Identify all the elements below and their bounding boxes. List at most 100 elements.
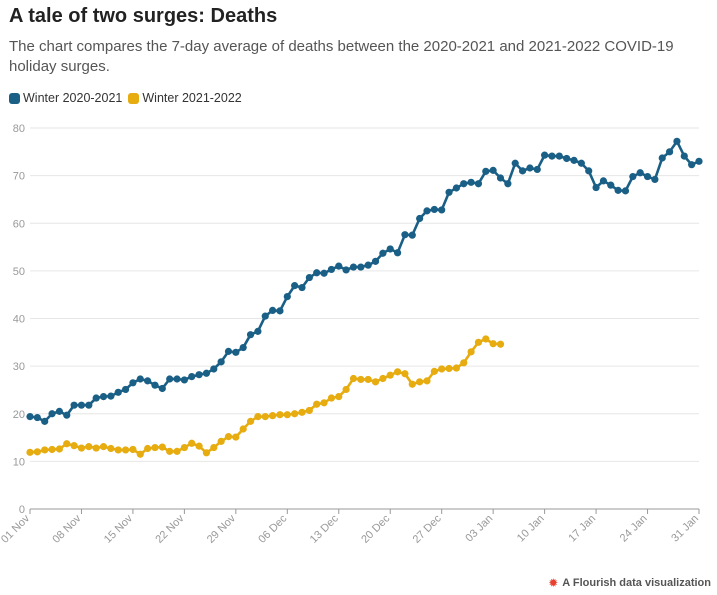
data-point-s0-8: [85, 401, 93, 409]
legend-swatch-winter-2021-2022: [128, 92, 140, 104]
data-point-s1-22: [188, 439, 196, 447]
data-point-s1-25: [210, 443, 218, 452]
y-tick-label-20: 20: [13, 409, 25, 421]
data-point-s1-29: [239, 425, 247, 433]
x-tick-label-24-jan: 24 Jan: [618, 513, 650, 545]
data-point-s1-7: [77, 444, 86, 452]
data-point-s1-23: [195, 442, 203, 450]
data-point-s0-53: [416, 214, 424, 223]
data-point-s1-2: [41, 446, 49, 454]
data-point-s1-9: [92, 444, 100, 452]
data-point-s1-33: [269, 412, 277, 420]
data-point-s1-47: [371, 378, 380, 386]
data-point-s1-55: [430, 367, 438, 375]
data-point-s0-10: [99, 393, 108, 401]
y-tick-label-30: 30: [13, 361, 25, 373]
data-point-s1-17: [151, 443, 159, 452]
data-point-s0-11: [107, 392, 115, 400]
data-point-s0-34: [276, 307, 284, 315]
data-point-s1-19: [166, 447, 174, 455]
flourish-credit[interactable]: ✹ A Flourish data visualization: [548, 576, 711, 590]
data-point-s0-59: [460, 180, 468, 188]
y-tick-label-50: 50: [13, 266, 25, 278]
x-tick-label-03-jan: 03 Jan: [463, 513, 495, 545]
credit-text: A Flourish data visualization: [562, 577, 711, 589]
data-point-s0-16: [144, 377, 152, 385]
data-point-s0-49: [386, 245, 394, 253]
data-point-s0-73: [563, 154, 571, 163]
data-point-s0-30: [246, 331, 255, 339]
x-tick-label-29-nov: 29 Nov: [205, 512, 238, 545]
data-point-s1-4: [55, 445, 64, 453]
data-point-s0-91: [695, 157, 703, 165]
legend-label-winter-2020-2021: Winter 2020-2021: [23, 91, 123, 105]
data-point-s0-9: [92, 394, 100, 402]
data-point-s0-14: [129, 379, 137, 387]
data-point-s1-5: [63, 440, 71, 448]
data-point-s0-39: [313, 269, 321, 277]
data-point-s1-36: [291, 410, 299, 418]
data-point-s0-89: [680, 152, 688, 160]
data-point-s1-15: [136, 450, 144, 458]
data-point-s0-63: [489, 166, 497, 174]
data-point-s1-61: [474, 338, 483, 346]
data-point-s0-68: [526, 164, 534, 172]
data-point-s0-23: [195, 371, 203, 379]
data-point-s1-1: [33, 448, 41, 456]
data-point-s1-28: [232, 433, 240, 441]
data-point-s0-27: [224, 347, 233, 355]
data-point-s0-42: [335, 262, 343, 270]
data-point-s0-36: [291, 282, 299, 290]
x-tick-label-06-dec: 06 Dec: [256, 512, 289, 545]
data-point-s1-3: [48, 445, 56, 454]
data-point-s0-57: [445, 188, 453, 196]
data-point-s0-40: [320, 269, 328, 277]
data-point-s0-67: [518, 167, 527, 175]
data-point-s1-44: [349, 374, 358, 383]
data-point-s1-50: [393, 368, 402, 376]
data-point-s0-52: [408, 231, 416, 239]
data-point-s1-11: [107, 444, 115, 453]
data-point-s0-46: [364, 261, 372, 269]
data-point-s0-66: [511, 159, 519, 167]
data-point-s1-10: [99, 443, 108, 451]
data-point-s1-51: [401, 370, 409, 378]
flourish-logo-icon: ✹: [548, 576, 559, 590]
legend-item-winter-2020-2021[interactable]: Winter 2020-2021: [9, 91, 122, 105]
data-point-s1-27: [224, 433, 233, 441]
x-tick-label-08-nov: 08 Nov: [50, 512, 83, 545]
data-point-s1-21: [180, 443, 188, 452]
chart-legend: Winter 2020-2021 Winter 2021-2022: [9, 91, 242, 105]
data-point-s0-51: [401, 231, 409, 239]
data-point-s0-56: [438, 206, 446, 214]
data-point-s1-58: [452, 364, 460, 372]
x-tick-label-27-dec: 27 Dec: [411, 512, 444, 545]
data-point-s1-31: [254, 413, 262, 421]
data-point-s0-55: [430, 205, 438, 214]
data-point-s1-41: [327, 394, 336, 402]
data-point-s1-60: [467, 348, 475, 356]
data-point-s0-38: [305, 273, 313, 282]
data-point-s0-80: [614, 186, 622, 194]
x-tick-label-10-jan: 10 Jan: [515, 513, 547, 545]
data-point-s1-12: [114, 446, 122, 454]
x-tick-label-22-nov: 22 Nov: [153, 512, 186, 545]
data-point-s0-69: [533, 165, 541, 174]
data-point-s0-75: [577, 159, 585, 167]
data-point-s0-60: [467, 178, 475, 186]
data-point-s0-7: [77, 401, 86, 409]
data-point-s0-15: [136, 375, 144, 383]
data-point-s0-2: [41, 417, 49, 425]
data-point-s1-56: [438, 365, 446, 373]
data-point-s0-18: [158, 384, 166, 393]
legend-item-winter-2021-2022[interactable]: Winter 2021-2022: [128, 91, 242, 105]
data-point-s0-78: [599, 177, 608, 185]
data-point-s1-0: [26, 448, 34, 456]
data-point-s1-45: [357, 375, 365, 384]
data-point-s0-17: [151, 381, 159, 389]
data-point-s1-53: [416, 378, 424, 386]
x-tick-label-17-jan: 17 Jan: [566, 513, 598, 545]
data-point-s0-32: [261, 312, 269, 320]
data-point-s0-3: [48, 410, 56, 418]
